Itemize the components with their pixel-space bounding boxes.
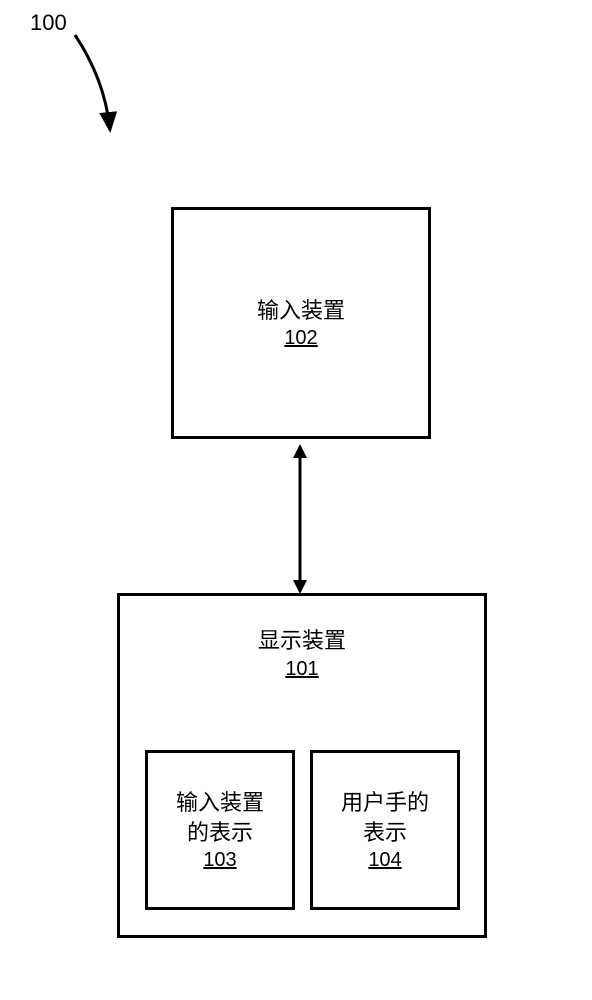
- input-rep-number: 103: [203, 849, 236, 872]
- hand-rep-title-1: 用户手的: [341, 788, 429, 818]
- diagram-canvas: 100 输入装置 102 显示装置 101: [0, 0, 592, 1000]
- figure-ref-label: 100: [30, 10, 67, 36]
- hand-rep-title-2: 表示: [363, 818, 407, 848]
- input-device-number: 102: [284, 327, 317, 350]
- node-input-device: 输入装置 102: [171, 207, 431, 439]
- display-device-number: 101: [285, 658, 318, 681]
- input-rep-title-1: 输入装置: [176, 788, 264, 818]
- display-device-title: 显示装置: [120, 626, 484, 656]
- input-rep-title-2: 的表示: [187, 818, 253, 848]
- node-hand-rep: 用户手的 表示 104: [310, 750, 460, 910]
- hand-rep-number: 104: [368, 849, 401, 872]
- node-input-rep: 输入装置 的表示 103: [145, 750, 295, 910]
- input-device-title: 输入装置: [257, 296, 345, 326]
